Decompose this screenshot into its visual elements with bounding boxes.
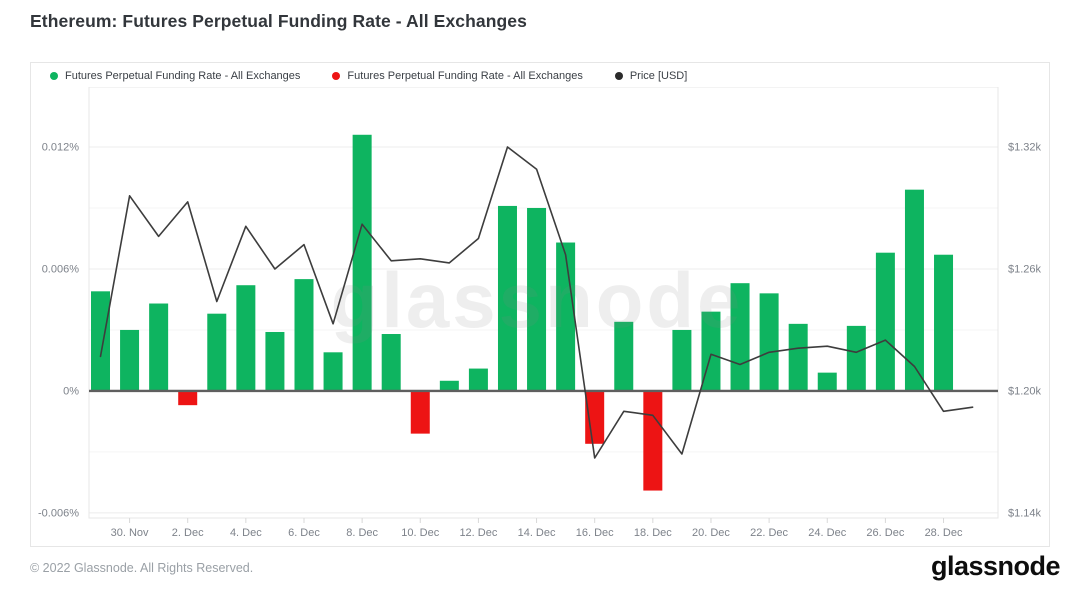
legend-item-price-usd[interactable]: Price [USD] — [614, 70, 688, 82]
funding-bar-8-dec[interactable] — [352, 134, 372, 391]
funding-bar-6-dec[interactable] — [294, 279, 314, 391]
funding-bar-14-dec[interactable] — [527, 207, 547, 391]
y-axis-right-label: $1.20k — [1008, 385, 1042, 397]
funding-bar-2-dec[interactable] — [178, 390, 198, 406]
y-axis-right-label: $1.32k — [1008, 141, 1042, 153]
y-axis-right-label: $1.14k — [1008, 507, 1042, 519]
funding-bar-17-dec[interactable] — [614, 321, 634, 391]
chart-card: Futures Perpetual Funding Rate - All Exc… — [30, 62, 1050, 547]
funding-bar-27-dec[interactable] — [904, 189, 924, 391]
x-axis-label: 22. Dec — [750, 527, 788, 539]
chart-plot: glassnode 0.012% 0.006% 0% -0.006% $1.32k $1.2… — [38, 87, 1042, 539]
funding-bar-25-dec[interactable] — [846, 325, 866, 391]
glassnode-logo: glassnode — [930, 551, 1061, 581]
x-axis-label: 28. Dec — [925, 527, 963, 539]
y-axis-left-label: -0.006% — [38, 507, 79, 519]
copyright-text: © 2022 Glassnode. All Rights Reserved. — [30, 561, 254, 575]
legend-label: Futures Perpetual Funding Rate - All Exc… — [65, 70, 301, 82]
funding-bar-29-nov[interactable] — [91, 291, 110, 391]
funding-bar-30-nov[interactable] — [120, 329, 140, 391]
funding-bar-5-dec[interactable] — [265, 331, 285, 391]
funding-bar-3-dec[interactable] — [207, 313, 227, 391]
funding-bar-28-dec[interactable] — [934, 254, 954, 391]
funding-bar-10-dec[interactable] — [410, 390, 430, 434]
legend-item-funding-rate-negative[interactable]: Futures Perpetual Funding Rate - All Exc… — [332, 70, 583, 82]
funding-bar-16-dec[interactable] — [585, 390, 605, 444]
x-axis-label: 6. Dec — [288, 527, 320, 539]
page-title: Ethereum: Futures Perpetual Funding Rate… — [30, 11, 527, 31]
x-axis-label: 14. Dec — [518, 527, 556, 539]
x-axis-label: 24. Dec — [808, 527, 846, 539]
x-axis-label: 12. Dec — [459, 527, 497, 539]
funding-bar-1-dec[interactable] — [149, 303, 169, 391]
funding-bar-18-dec[interactable] — [643, 390, 663, 491]
y-axis-left-label: 0.006% — [42, 263, 80, 275]
funding-bar-7-dec[interactable] — [323, 352, 343, 391]
x-axis-label: 8. Dec — [346, 527, 378, 539]
funding-bar-11-dec[interactable] — [439, 380, 459, 391]
x-axis-label: 18. Dec — [634, 527, 672, 539]
funding-bar-21-dec[interactable] — [730, 283, 750, 391]
funding-bar-12-dec[interactable] — [468, 368, 488, 391]
funding-bar-23-dec[interactable] — [788, 323, 808, 391]
funding-rate-negative-dot-icon — [332, 72, 341, 80]
price-usd-dot-icon — [614, 72, 623, 80]
x-axis-label: 16. Dec — [576, 527, 614, 539]
funding-bar-9-dec[interactable] — [381, 334, 401, 391]
funding-rate-positive-dot-icon — [50, 72, 58, 80]
funding-bar-4-dec[interactable] — [236, 285, 256, 391]
funding-bar-26-dec[interactable] — [875, 252, 895, 391]
x-axis-label: 10. Dec — [401, 527, 439, 539]
x-axis-label: 4. Dec — [230, 527, 262, 539]
legend-label: Price [USD] — [629, 70, 688, 82]
plot-border — [88, 87, 999, 519]
legend-label: Futures Perpetual Funding Rate - All Exc… — [347, 70, 583, 82]
glassnode-watermark: glassnode — [331, 256, 744, 344]
funding-bar-19-dec[interactable] — [672, 329, 692, 391]
y-axis-right-label: $1.26k — [1008, 263, 1042, 275]
funding-bar-22-dec[interactable] — [759, 293, 779, 391]
x-axis-label: 20. Dec — [692, 527, 730, 539]
y-axis-left-label: 0.012% — [42, 141, 80, 153]
funding-bar-15-dec[interactable] — [556, 242, 576, 391]
price-line — [99, 146, 974, 459]
x-axis-label: 2. Dec — [172, 527, 204, 539]
funding-bar-13-dec[interactable] — [497, 205, 517, 391]
y-axis-left-label: 0% — [63, 385, 79, 397]
legend-item-funding-rate-positive[interactable]: Futures Perpetual Funding Rate - All Exc… — [50, 70, 300, 82]
x-axis-label: 30. Nov — [111, 527, 149, 539]
funding-bar-24-dec[interactable] — [817, 372, 837, 391]
x-axis-label: 26. Dec — [866, 527, 904, 539]
chart-legend: Futures Perpetual Funding Rate - All Exc… — [31, 63, 1049, 89]
